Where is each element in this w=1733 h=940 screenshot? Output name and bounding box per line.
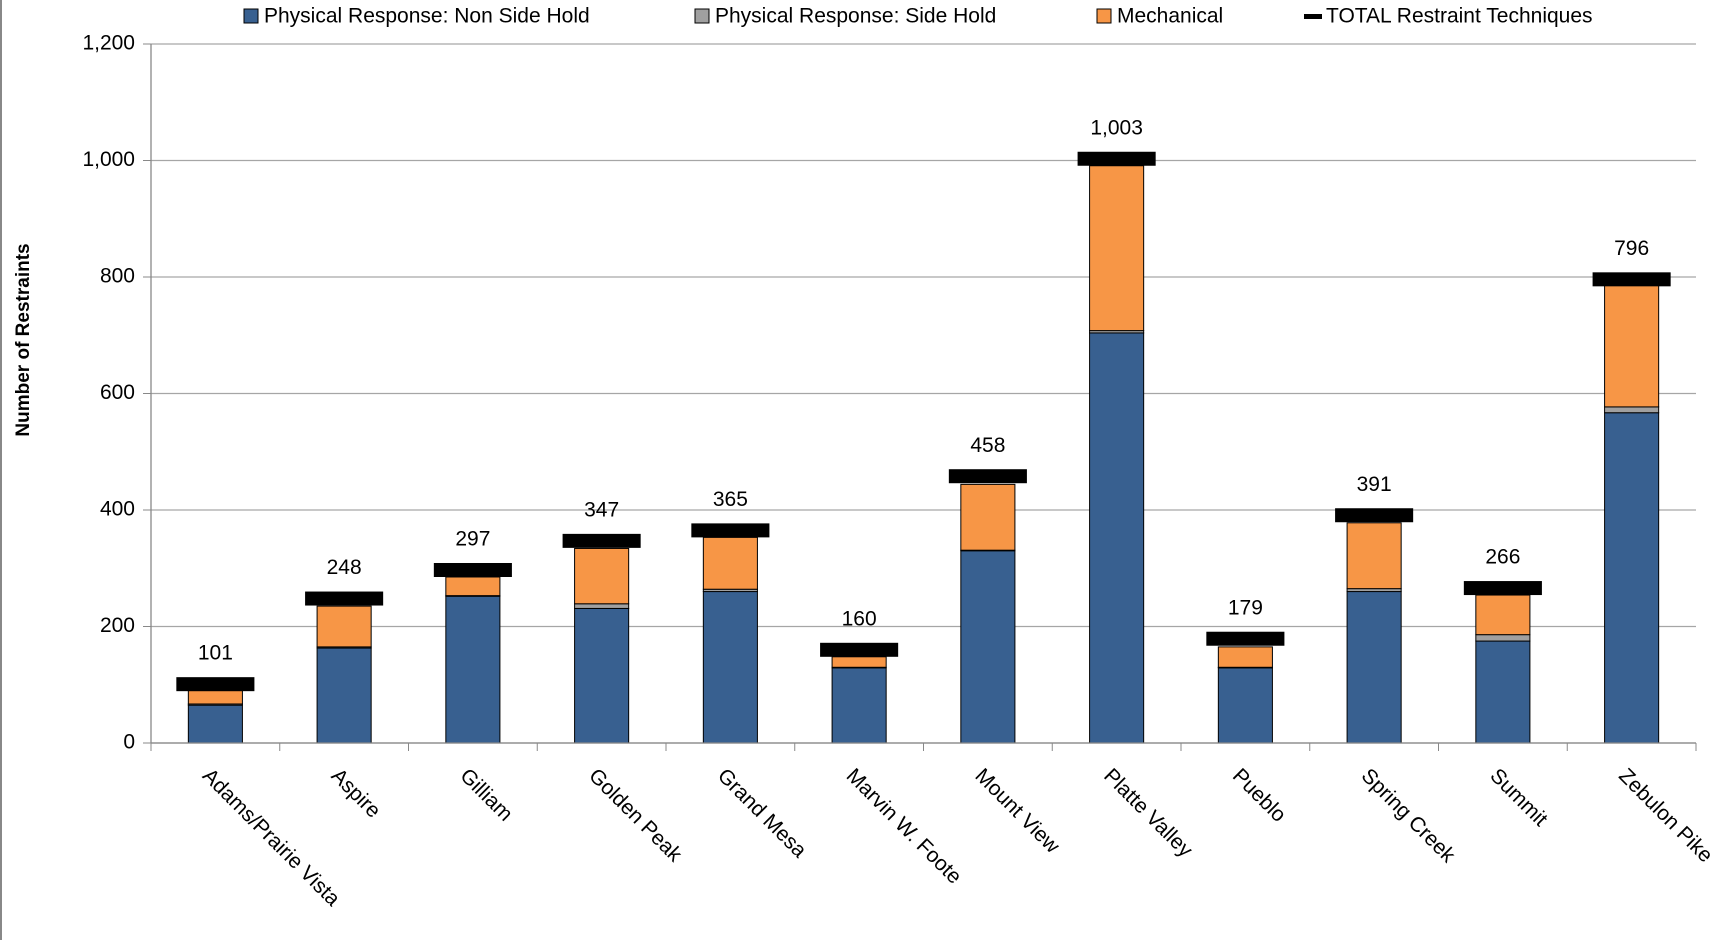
bar-segment [1217, 667, 1273, 744]
data-label: 347 [584, 498, 619, 521]
total-marker [433, 562, 512, 577]
x-tick-label: Platte Valley [1099, 764, 1197, 862]
x-tick-label: Summit [1485, 764, 1552, 831]
total-marker [1335, 508, 1414, 523]
bar-segment [960, 483, 1016, 551]
x-tick-label: Pueblo [1228, 764, 1291, 827]
bar-segment [1604, 412, 1660, 744]
legend-label: Mechanical [1117, 5, 1223, 28]
bar-segment [831, 667, 887, 744]
y-tick-label: 0 [123, 731, 135, 754]
y-tick-label: 600 [100, 381, 135, 404]
total-marker [562, 533, 641, 548]
bar-segment [960, 550, 1016, 744]
legend-swatch [694, 8, 710, 24]
bar-segment [316, 605, 372, 648]
data-label: 796 [1614, 237, 1649, 260]
legend-label: Physical Response: Side Hold [715, 5, 996, 28]
data-label: 458 [970, 434, 1005, 457]
bar-segment [831, 656, 887, 668]
bar-segment [702, 591, 758, 744]
legend-swatch [1304, 14, 1322, 19]
y-axis-label: Number of Restraints [13, 243, 34, 436]
data-label: 266 [1485, 546, 1520, 569]
bar-segment [187, 704, 243, 744]
x-tick-label: Adams/Prairie Vista [198, 764, 345, 911]
bar-segment [1475, 634, 1531, 642]
bar-segment [574, 547, 630, 605]
bar-segment [1346, 522, 1402, 590]
total-marker [305, 591, 384, 606]
bar-segment [702, 536, 758, 590]
total-marker [691, 523, 770, 538]
y-tick-label: 200 [100, 614, 135, 637]
total-marker [1463, 581, 1542, 596]
data-label: 160 [842, 607, 877, 630]
bar-segment [187, 690, 243, 705]
y-tick-label: 400 [100, 498, 135, 521]
data-label: 248 [327, 556, 362, 579]
total-marker [948, 469, 1027, 484]
x-tick-label: Golden Peak [584, 764, 686, 866]
bar-segment [1346, 591, 1402, 744]
bar-segment [316, 647, 372, 744]
data-label: 101 [198, 642, 233, 665]
y-tick-label: 800 [100, 265, 135, 288]
y-tick-label: 1,000 [82, 148, 135, 171]
x-tick-label: Marvin W. Foote [842, 764, 966, 888]
bar-segment [574, 607, 630, 744]
total-marker [820, 642, 899, 657]
bar-segment [1217, 646, 1273, 668]
bar-segment [1475, 594, 1531, 636]
x-tick-label: Aspire [327, 764, 385, 822]
x-tick-label: Zebulon Pike [1614, 764, 1717, 867]
x-tick-label: Spring Creek [1357, 764, 1460, 867]
total-marker [176, 677, 255, 692]
legend-label: TOTAL Restraint Techniques [1326, 5, 1593, 28]
x-tick-label: Gilliam [455, 764, 517, 826]
total-marker [1077, 151, 1156, 166]
x-tick-label: Grand Mesa [713, 764, 811, 862]
y-tick-label: 1,200 [82, 32, 135, 55]
total-marker [1206, 631, 1285, 646]
data-label: 297 [455, 528, 490, 551]
x-tick-label: Mount View [970, 764, 1064, 858]
bar-segment [1089, 332, 1145, 744]
legend-swatch [1096, 8, 1112, 24]
data-label: 1,003 [1090, 116, 1143, 139]
legend-label: Physical Response: Non Side Hold [264, 5, 590, 28]
bar-segment [445, 595, 501, 744]
data-label: 365 [713, 488, 748, 511]
bar-segment [1089, 165, 1145, 332]
data-label: 391 [1357, 473, 1392, 496]
bar-segment [1604, 284, 1660, 408]
bar-segment [1475, 640, 1531, 744]
bar-segment [574, 603, 630, 609]
legend-swatch [243, 8, 259, 24]
bar-segment [445, 576, 501, 597]
bar-segment [1604, 406, 1660, 414]
data-label: 179 [1228, 596, 1263, 619]
total-marker [1592, 272, 1671, 287]
